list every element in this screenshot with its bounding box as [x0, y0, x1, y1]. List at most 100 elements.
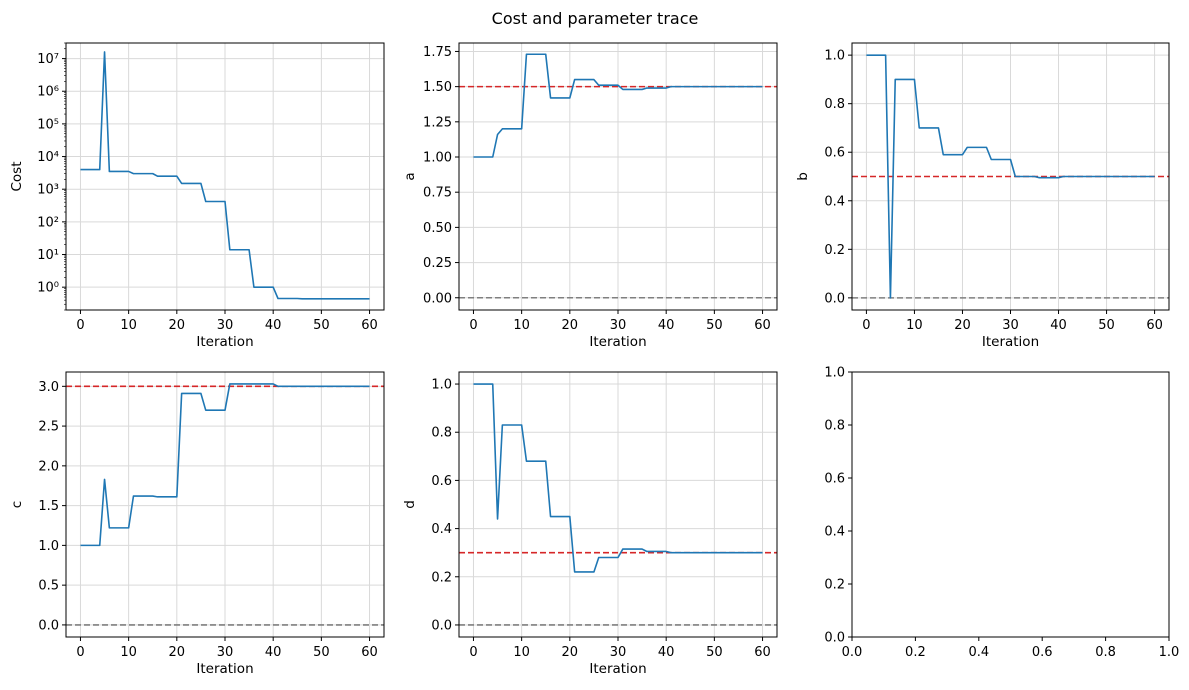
x-tick-label: 0: [76, 645, 84, 660]
y-tick-label: 10⁰: [37, 281, 59, 296]
y-tick-label: 0.0: [824, 631, 845, 646]
x-tick-label: 0.4: [968, 645, 989, 660]
y-tick-label: 1.50: [423, 80, 452, 95]
subplot-c: 0 10 20 30 40 50 60 0.0 0.5 1.0 1.5 2.0 2.5 3.0 Iterat…: [9, 371, 385, 677]
series-line-0: [866, 54, 1155, 299]
x-tick-label: 20: [954, 318, 971, 333]
y-tick-label: 1.5: [38, 499, 59, 514]
x-tick-label: 30: [217, 318, 234, 333]
x-tick-label: 20: [169, 645, 186, 660]
x-axis-label: Iteration: [589, 661, 646, 677]
y-tick-label: 3.0: [38, 380, 59, 395]
y-tick-label: 0.25: [423, 256, 452, 271]
y-tick-label: 2.0: [38, 459, 59, 474]
y-tick-label: 0.50: [423, 221, 452, 236]
x-tick-label: 30: [610, 645, 627, 660]
x-tick-label: 50: [1098, 318, 1115, 333]
y-tick-label: 0.00: [423, 291, 452, 306]
y-axis-label: Cost: [9, 161, 25, 191]
y-tick-label: 10⁵: [37, 117, 59, 132]
y-tick-label: 1.75: [423, 45, 452, 60]
x-tick-label: 30: [217, 645, 234, 660]
x-tick-label: 0: [469, 318, 477, 333]
y-tick-label: 0.0: [824, 291, 845, 306]
y-tick-label: 0.4: [431, 522, 452, 537]
y-tick-label: 0.2: [431, 570, 452, 585]
x-axis-label: Iteration: [196, 334, 253, 350]
x-tick-label: 0.8: [1095, 645, 1116, 660]
x-tick-label: 60: [361, 645, 378, 660]
x-tick-label: 0: [862, 318, 870, 333]
y-tick-label: 0.5: [38, 579, 59, 594]
x-tick-label: 40: [658, 318, 675, 333]
y-tick-label: 2.5: [38, 420, 59, 435]
y-tick-label: 1.0: [431, 378, 452, 393]
x-tick-label: 50: [313, 645, 330, 660]
y-tick-label: 0.8: [824, 419, 845, 434]
x-tick-label: 50: [313, 318, 330, 333]
x-tick-label: 40: [1050, 318, 1067, 333]
y-tick-label: 0.6: [824, 146, 845, 161]
x-tick-label: 0.6: [1032, 645, 1053, 660]
y-tick-label: 10⁴: [37, 150, 59, 165]
x-tick-label: 30: [1002, 318, 1019, 333]
x-tick-label: 60: [754, 318, 771, 333]
y-tick-label: 1.25: [423, 115, 452, 130]
x-tick-label: 10: [120, 318, 137, 333]
y-tick-label: 1.0: [38, 539, 59, 554]
y-axis-label: c: [9, 501, 25, 508]
series-line-0: [80, 51, 370, 300]
x-tick-label: 60: [361, 318, 378, 333]
x-tick-label: 1.0: [1159, 645, 1180, 660]
y-tick-label: 0.4: [824, 194, 845, 209]
y-tick-label: 0.2: [824, 578, 845, 593]
y-tick-label: 0.6: [824, 472, 845, 487]
y-tick-label: 0.75: [423, 186, 452, 201]
y-tick-label: 0.0: [431, 618, 452, 633]
y-tick-label: 0.6: [431, 474, 452, 489]
y-tick-label: 1.0: [824, 366, 845, 381]
subplot-cost: 0 10 20 30 40 50 60 10⁰ 10¹ 10² 10³ 10⁴ 10⁵ 10⁶ 10⁷ Ite…: [9, 42, 385, 350]
x-tick-label: 20: [169, 318, 186, 333]
figure-title: Cost and parameter trace: [492, 9, 699, 28]
x-axis-label: Iteration: [589, 334, 646, 350]
x-tick-label: 40: [265, 645, 282, 660]
x-axis-label: Iteration: [196, 661, 253, 677]
subplot-d: 0 10 20 30 40 50 60 0.0 0.2 0.4 0.6 0.8 1.0 Iteration…: [402, 371, 778, 677]
y-axis-label: b: [795, 172, 811, 181]
x-tick-label: 0: [76, 318, 84, 333]
y-tick-label: 0.8: [431, 426, 452, 441]
y-tick-label: 1.00: [423, 151, 452, 166]
y-tick-label: 0.8: [824, 97, 845, 112]
x-tick-label: 20: [562, 645, 579, 660]
y-tick-label: 10²: [37, 215, 59, 230]
x-tick-label: 10: [120, 645, 137, 660]
series-line-0: [80, 383, 370, 547]
y-tick-label: 10⁶: [37, 85, 59, 100]
x-tick-label: 60: [1146, 318, 1163, 333]
x-tick-label: 30: [610, 318, 627, 333]
x-tick-label: 10: [513, 318, 530, 333]
x-tick-label: 40: [658, 645, 675, 660]
x-tick-label: 0.2: [905, 645, 926, 660]
x-tick-label: 0.0: [842, 645, 863, 660]
x-tick-label: 0: [469, 645, 477, 660]
subplot-empty: 0.0 0.2 0.4 0.6 0.8 1.0 0.0 0.2 0.4 0.6 0.8 1.0: [824, 366, 1179, 661]
y-tick-label: 1.0: [824, 49, 845, 64]
subplot-a: 0 10 20 30 40 50 60 0.00 0.25 0.50 0.75 1.00 1.25 1.5…: [402, 42, 778, 350]
x-tick-label: 40: [265, 318, 282, 333]
y-tick-label: 0.2: [824, 243, 845, 258]
x-tick-label: 10: [906, 318, 923, 333]
series-line-0: [473, 53, 763, 158]
x-tick-label: 10: [513, 645, 530, 660]
y-tick-label: 0.4: [824, 525, 845, 540]
y-axis-label: a: [402, 172, 418, 180]
x-tick-label: 50: [706, 318, 723, 333]
subplot-b: 0 10 20 30 40 50 60 0.0 0.2 0.4 0.6 0.8 1.0 Iteration…: [795, 42, 1170, 350]
x-tick-label: 60: [754, 645, 771, 660]
x-tick-label: 50: [706, 645, 723, 660]
x-tick-label: 20: [562, 318, 579, 333]
y-tick-label: 10⁷: [37, 52, 59, 67]
